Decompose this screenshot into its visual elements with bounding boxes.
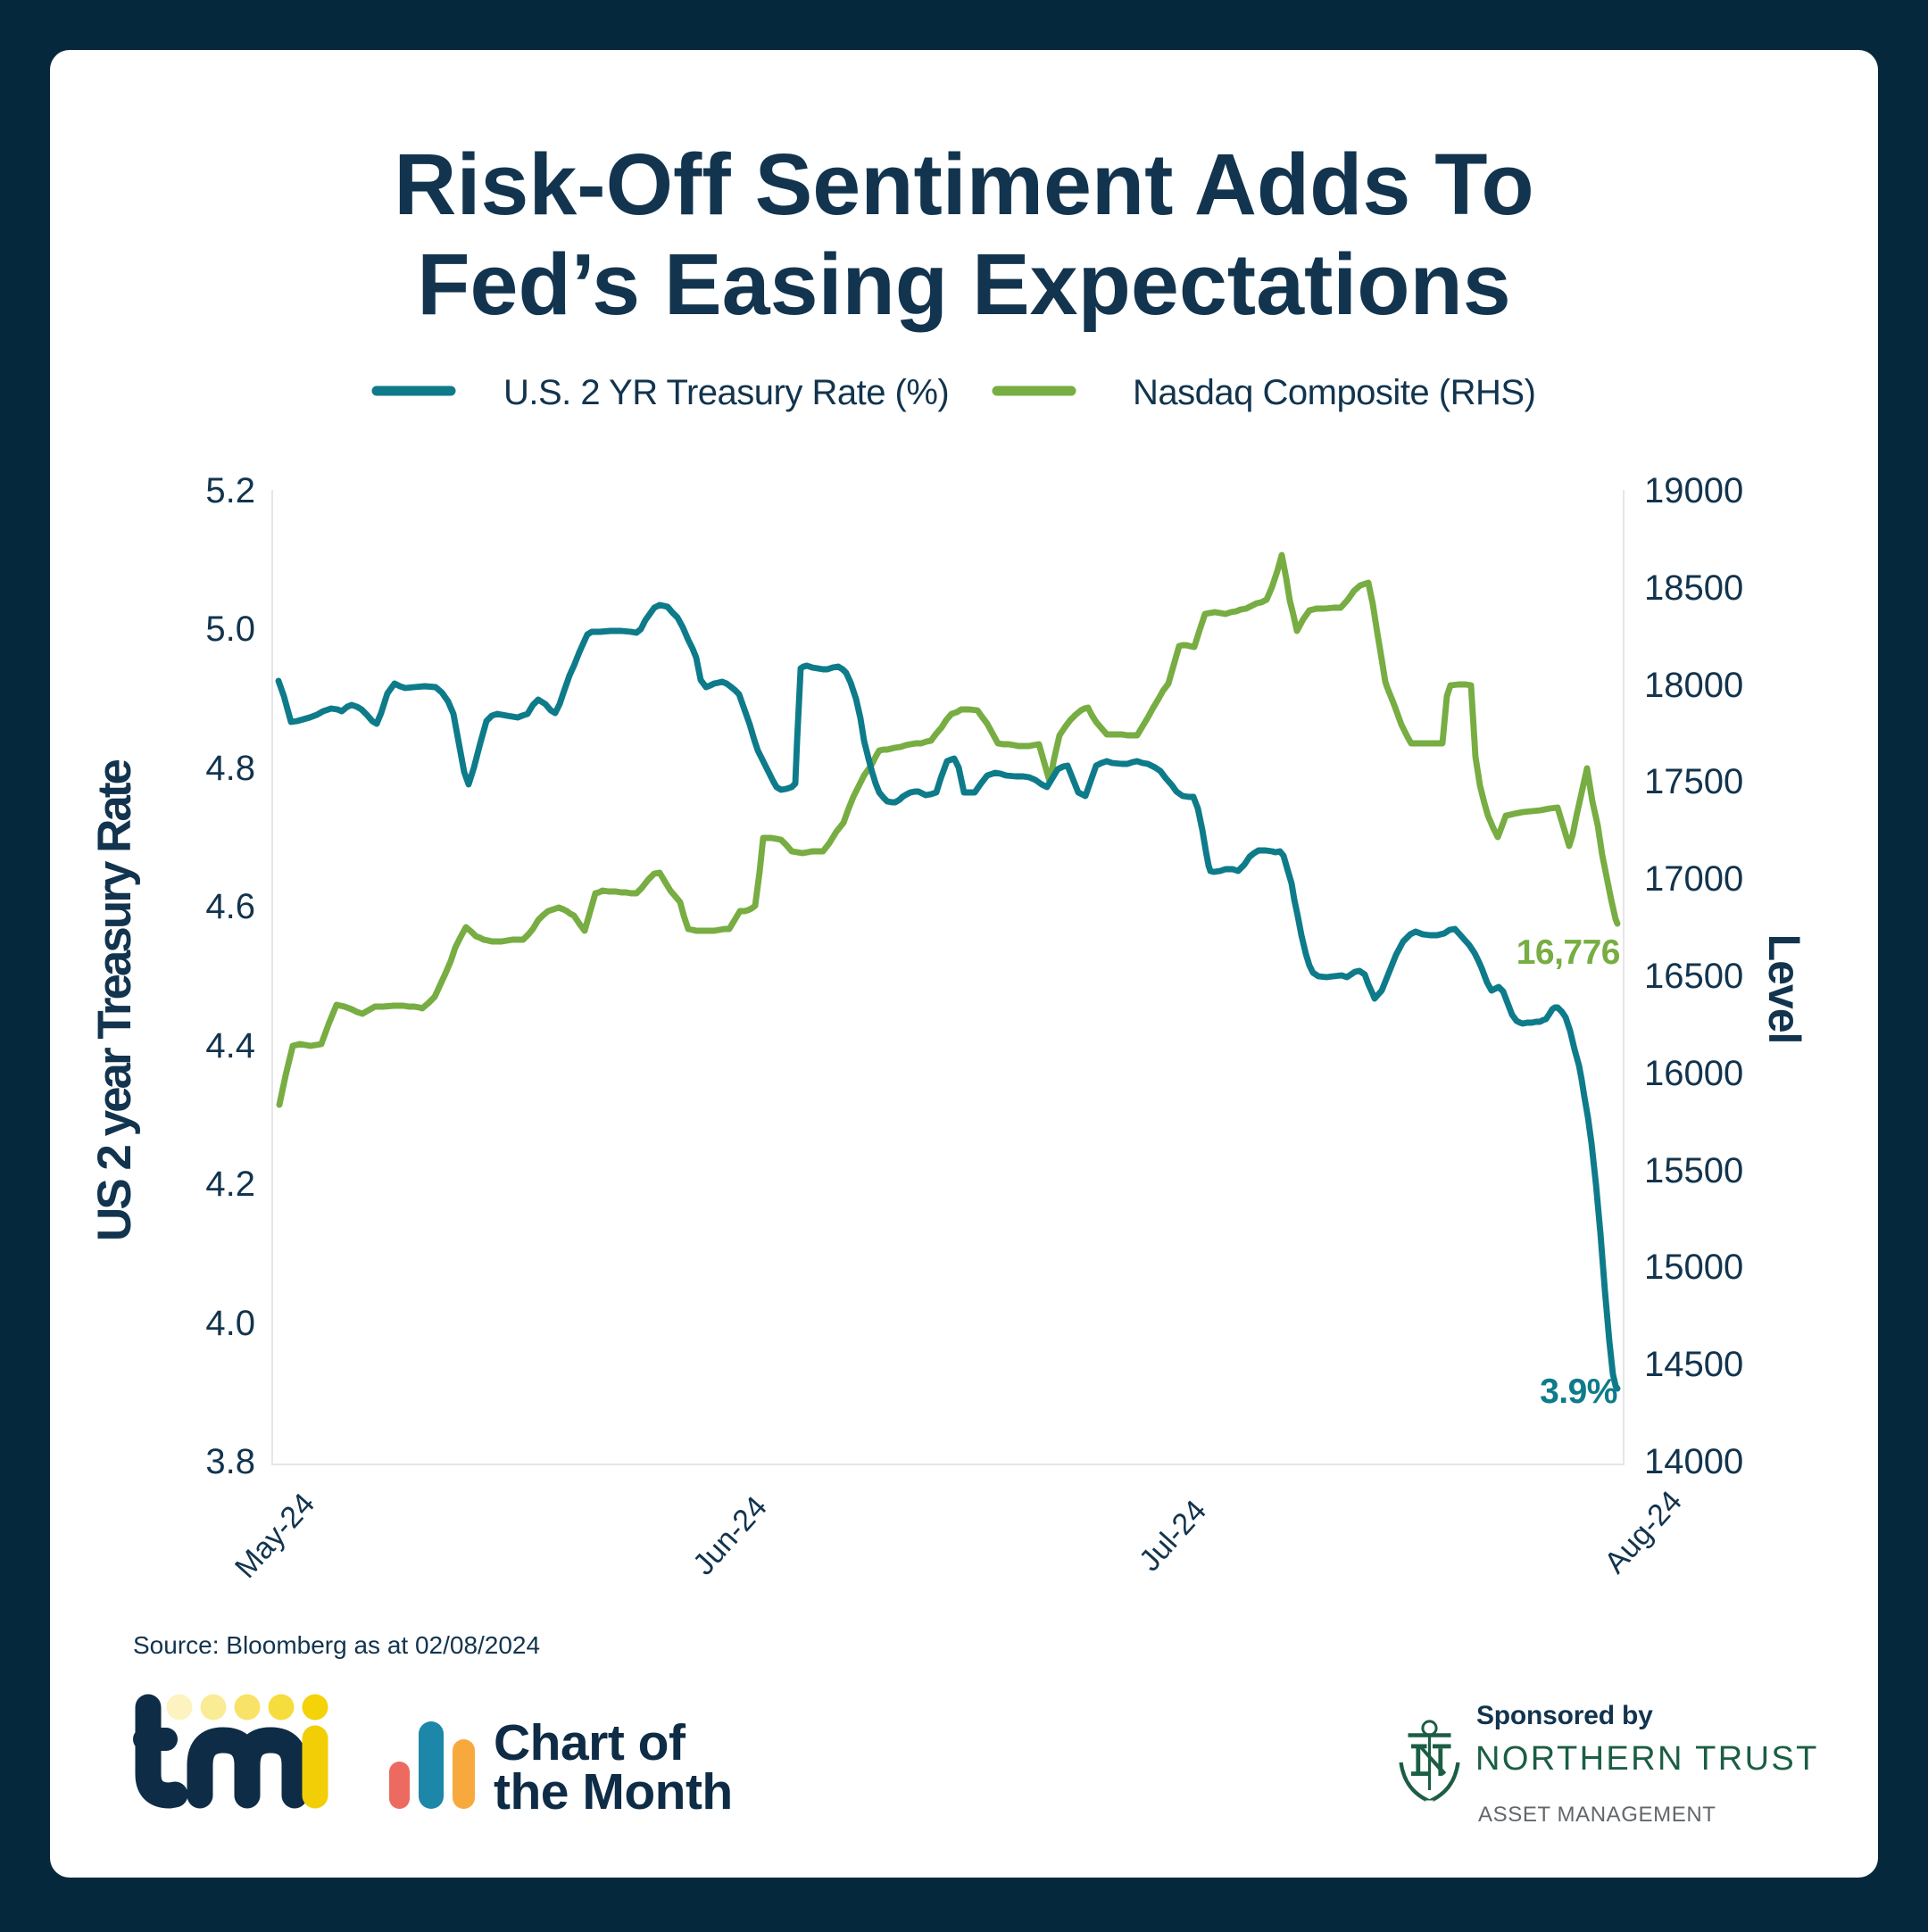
svg-text:18000: 18000 xyxy=(1644,666,1743,705)
svg-text:5.2: 5.2 xyxy=(205,471,255,510)
svg-text:Source: Bloomberg as at 02/08/: Source: Bloomberg as at 02/08/2024 xyxy=(133,1631,540,1659)
svg-text:17500: 17500 xyxy=(1644,762,1743,801)
svg-text:NORTHERN TRUST: NORTHERN TRUST xyxy=(1475,1740,1819,1778)
svg-text:4.8: 4.8 xyxy=(205,749,255,788)
svg-text:4.4: 4.4 xyxy=(205,1026,255,1066)
svg-text:15000: 15000 xyxy=(1644,1248,1743,1287)
svg-text:ASSET MANAGEMENT: ASSET MANAGEMENT xyxy=(1478,1803,1716,1827)
svg-text:14500: 14500 xyxy=(1644,1345,1743,1384)
svg-text:16000: 16000 xyxy=(1644,1054,1743,1093)
svg-text:Level: Level xyxy=(1759,934,1809,1044)
svg-text:4.6: 4.6 xyxy=(205,887,255,926)
svg-text:16,776: 16,776 xyxy=(1517,933,1620,972)
svg-text:18500: 18500 xyxy=(1644,568,1743,608)
svg-text:3.8: 3.8 xyxy=(205,1442,255,1481)
svg-text:3.9%: 3.9% xyxy=(1540,1372,1617,1411)
svg-text:15500: 15500 xyxy=(1644,1151,1743,1190)
svg-text:Nasdaq Composite (RHS): Nasdaq Composite (RHS) xyxy=(1133,373,1535,412)
svg-text:Fed’s Easing Expectations: Fed’s Easing Expectations xyxy=(417,236,1510,333)
svg-text:Sponsored by: Sponsored by xyxy=(1476,1701,1653,1730)
svg-text:US 2 year Treasury Rate: US 2 year Treasury Rate xyxy=(88,760,141,1241)
svg-text:U.S. 2 YR Treasury Rate (%): U.S. 2 YR Treasury Rate (%) xyxy=(503,373,949,412)
svg-text:4.2: 4.2 xyxy=(205,1165,255,1204)
svg-text:the Month: the Month xyxy=(494,1763,733,1820)
svg-text:17000: 17000 xyxy=(1644,859,1743,899)
svg-text:Chart of: Chart of xyxy=(494,1714,686,1771)
svg-text:14000: 14000 xyxy=(1644,1442,1743,1481)
svg-text:19000: 19000 xyxy=(1644,471,1743,510)
svg-text:Risk-Off Sentiment Adds To: Risk-Off Sentiment Adds To xyxy=(394,136,1533,233)
svg-text:5.0: 5.0 xyxy=(205,609,255,649)
svg-text:4.0: 4.0 xyxy=(205,1304,255,1343)
svg-text:16500: 16500 xyxy=(1644,957,1743,996)
